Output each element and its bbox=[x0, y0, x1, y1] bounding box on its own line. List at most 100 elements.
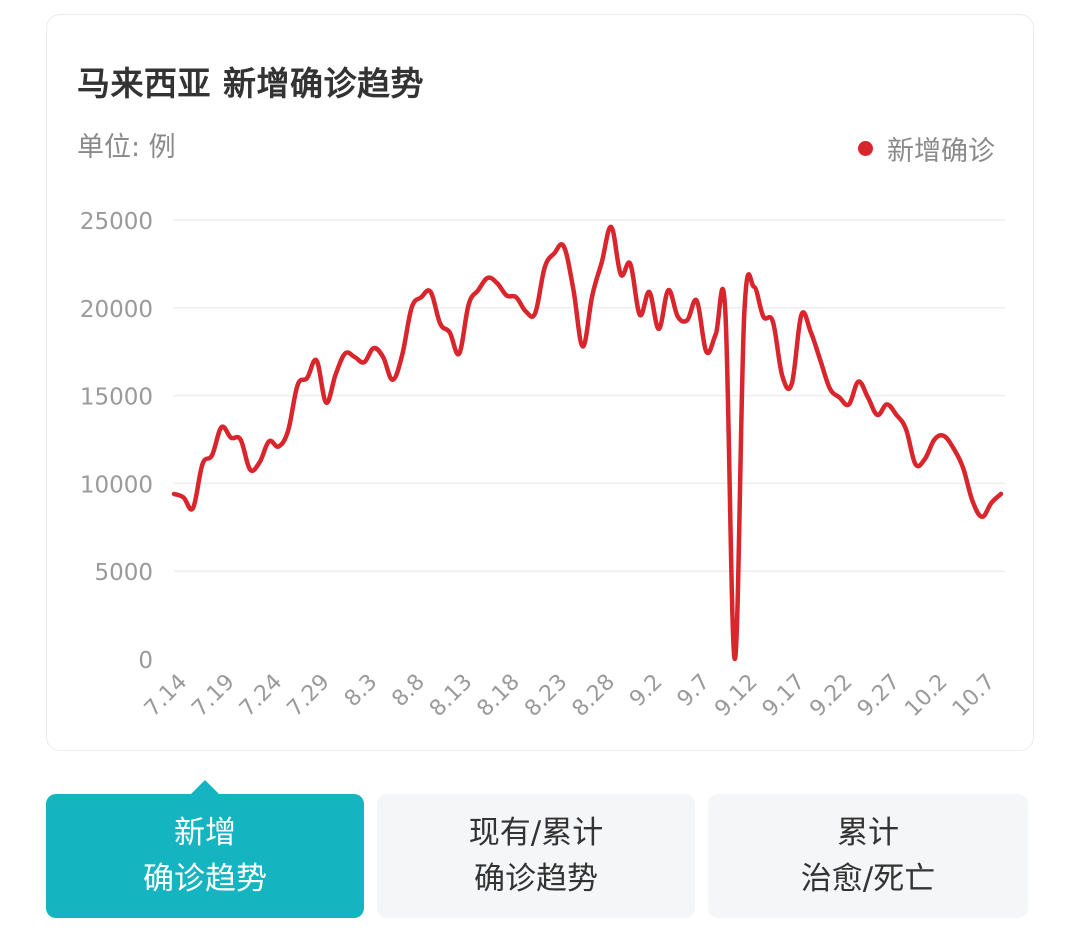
data-point[interactable] bbox=[485, 275, 491, 281]
data-point[interactable] bbox=[884, 401, 890, 407]
data-point[interactable] bbox=[675, 314, 681, 320]
data-point[interactable] bbox=[618, 271, 624, 277]
data-point[interactable] bbox=[951, 445, 957, 451]
data-point[interactable] bbox=[874, 412, 880, 418]
data-point[interactable] bbox=[314, 358, 320, 364]
data-point[interactable] bbox=[855, 379, 861, 385]
data-point[interactable] bbox=[979, 514, 985, 520]
data-point[interactable] bbox=[732, 656, 738, 662]
data-point[interactable] bbox=[703, 349, 709, 355]
data-point[interactable] bbox=[504, 293, 510, 299]
data-point[interactable] bbox=[570, 286, 576, 292]
data-point[interactable] bbox=[656, 326, 662, 332]
data-point[interactable] bbox=[846, 401, 852, 407]
x-tick-label: 7.14 bbox=[140, 670, 192, 722]
tab-pointer-icon bbox=[191, 780, 219, 794]
data-point[interactable] bbox=[789, 380, 795, 386]
data-point[interactable] bbox=[437, 321, 443, 327]
data-point[interactable] bbox=[466, 301, 472, 307]
tab-new-confirmed-trend[interactable]: 新增 确诊趋势 bbox=[46, 780, 364, 918]
data-point[interactable] bbox=[722, 308, 728, 314]
data-point[interactable] bbox=[865, 394, 871, 400]
data-point[interactable] bbox=[827, 386, 833, 392]
x-tick-label: 8.3 bbox=[340, 670, 382, 712]
data-point[interactable] bbox=[779, 373, 785, 379]
data-point[interactable] bbox=[418, 294, 424, 300]
data-point[interactable] bbox=[932, 437, 938, 443]
data-point[interactable] bbox=[409, 305, 415, 311]
y-tick-label: 5000 bbox=[94, 560, 153, 586]
data-point[interactable] bbox=[447, 329, 453, 335]
data-point[interactable] bbox=[513, 294, 519, 300]
data-point[interactable] bbox=[551, 250, 557, 256]
data-point[interactable] bbox=[352, 354, 358, 360]
data-point[interactable] bbox=[760, 314, 766, 320]
data-point[interactable] bbox=[428, 289, 434, 295]
data-point[interactable] bbox=[970, 498, 976, 504]
data-point[interactable] bbox=[257, 459, 263, 465]
data-point[interactable] bbox=[532, 310, 538, 316]
data-point[interactable] bbox=[684, 317, 690, 323]
data-point[interactable] bbox=[599, 259, 605, 265]
data-point[interactable] bbox=[323, 400, 329, 406]
data-point[interactable] bbox=[361, 359, 367, 365]
data-point[interactable] bbox=[276, 444, 282, 450]
data-point[interactable] bbox=[209, 452, 215, 458]
data-point[interactable] bbox=[808, 329, 814, 335]
data-point[interactable] bbox=[542, 264, 548, 270]
data-point[interactable] bbox=[304, 375, 310, 381]
data-point[interactable] bbox=[399, 352, 405, 358]
data-point[interactable] bbox=[646, 289, 652, 295]
legend[interactable]: 新增确诊 bbox=[858, 129, 995, 168]
data-point[interactable] bbox=[371, 345, 377, 351]
data-point[interactable] bbox=[836, 394, 842, 400]
data-point[interactable] bbox=[266, 438, 272, 444]
data-point[interactable] bbox=[228, 435, 234, 441]
data-point[interactable] bbox=[580, 343, 586, 349]
data-point[interactable] bbox=[380, 354, 386, 360]
data-point[interactable] bbox=[171, 491, 177, 497]
data-point[interactable] bbox=[960, 465, 966, 471]
x-tick-label: 8.8 bbox=[387, 670, 429, 712]
data-point[interactable] bbox=[770, 319, 776, 325]
data-point[interactable] bbox=[713, 331, 719, 337]
data-point[interactable] bbox=[627, 261, 633, 267]
data-point[interactable] bbox=[200, 461, 206, 467]
tab-existing-cumulative-trend[interactable]: 现有/累计 确诊趋势 bbox=[377, 794, 695, 918]
tab-cumulative-recovered-deaths[interactable]: 累计 治愈/死亡 bbox=[708, 794, 1028, 918]
data-point[interactable] bbox=[589, 293, 595, 299]
data-point[interactable] bbox=[342, 351, 348, 357]
data-point[interactable] bbox=[523, 308, 529, 314]
data-point[interactable] bbox=[798, 312, 804, 318]
data-point[interactable] bbox=[922, 456, 928, 462]
y-tick-label: 25000 bbox=[80, 209, 153, 235]
data-point[interactable] bbox=[181, 494, 187, 500]
tab-label-line2: 确诊趋势 bbox=[143, 861, 267, 897]
data-point[interactable] bbox=[247, 466, 253, 472]
data-point[interactable] bbox=[238, 437, 244, 443]
data-point[interactable] bbox=[475, 287, 481, 293]
data-point[interactable] bbox=[741, 310, 747, 316]
data-point[interactable] bbox=[989, 500, 995, 506]
data-point[interactable] bbox=[295, 382, 301, 388]
data-point[interactable] bbox=[912, 461, 918, 467]
data-point[interactable] bbox=[390, 377, 396, 383]
data-point[interactable] bbox=[998, 491, 1004, 497]
data-point[interactable] bbox=[561, 243, 567, 249]
data-point[interactable] bbox=[190, 505, 196, 511]
data-point[interactable] bbox=[694, 298, 700, 304]
data-point[interactable] bbox=[751, 284, 757, 290]
data-point[interactable] bbox=[637, 312, 643, 318]
data-point[interactable] bbox=[941, 433, 947, 439]
data-point[interactable] bbox=[285, 428, 291, 434]
data-point[interactable] bbox=[903, 426, 909, 432]
data-point[interactable] bbox=[333, 372, 339, 378]
data-point[interactable] bbox=[608, 224, 614, 230]
data-point[interactable] bbox=[665, 287, 671, 293]
data-point[interactable] bbox=[219, 424, 225, 430]
data-point[interactable] bbox=[456, 351, 462, 357]
data-point[interactable] bbox=[893, 412, 899, 418]
data-point[interactable] bbox=[817, 358, 823, 364]
data-point[interactable] bbox=[494, 280, 500, 286]
x-tick-label: 9.2 bbox=[625, 670, 667, 712]
